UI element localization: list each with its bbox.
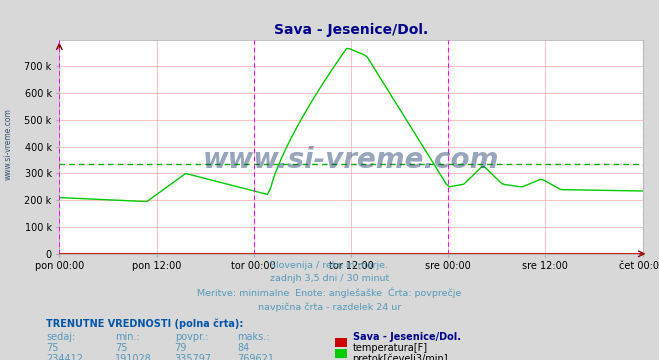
Text: 75: 75 <box>46 343 59 353</box>
Text: 191028: 191028 <box>115 354 152 360</box>
Text: 769621: 769621 <box>237 354 274 360</box>
Text: 75: 75 <box>115 343 128 353</box>
Text: Slovenija / reke in morje.
zadnjh 3,5 dni / 30 minut
Meritve: minimalne  Enote: : Slovenija / reke in morje. zadnjh 3,5 dn… <box>198 261 461 312</box>
Text: pretok[čevelj3/min]: pretok[čevelj3/min] <box>353 354 448 360</box>
Text: TRENUTNE VREDNOSTI (polna črta):: TRENUTNE VREDNOSTI (polna črta): <box>46 319 244 329</box>
Text: sedaj:: sedaj: <box>46 332 75 342</box>
Text: www.si-vreme.com: www.si-vreme.com <box>4 108 13 180</box>
Text: 234412: 234412 <box>46 354 83 360</box>
Text: www.si-vreme.com: www.si-vreme.com <box>203 145 499 174</box>
Text: maks.:: maks.: <box>237 332 270 342</box>
Title: Sava - Jesenice/Dol.: Sava - Jesenice/Dol. <box>273 23 428 37</box>
Text: temperatura[F]: temperatura[F] <box>353 343 428 353</box>
Text: 84: 84 <box>237 343 250 353</box>
Text: povpr.:: povpr.: <box>175 332 208 342</box>
Text: Sava - Jesenice/Dol.: Sava - Jesenice/Dol. <box>353 332 461 342</box>
Text: 335797: 335797 <box>175 354 212 360</box>
Text: 79: 79 <box>175 343 187 353</box>
Text: min.:: min.: <box>115 332 140 342</box>
